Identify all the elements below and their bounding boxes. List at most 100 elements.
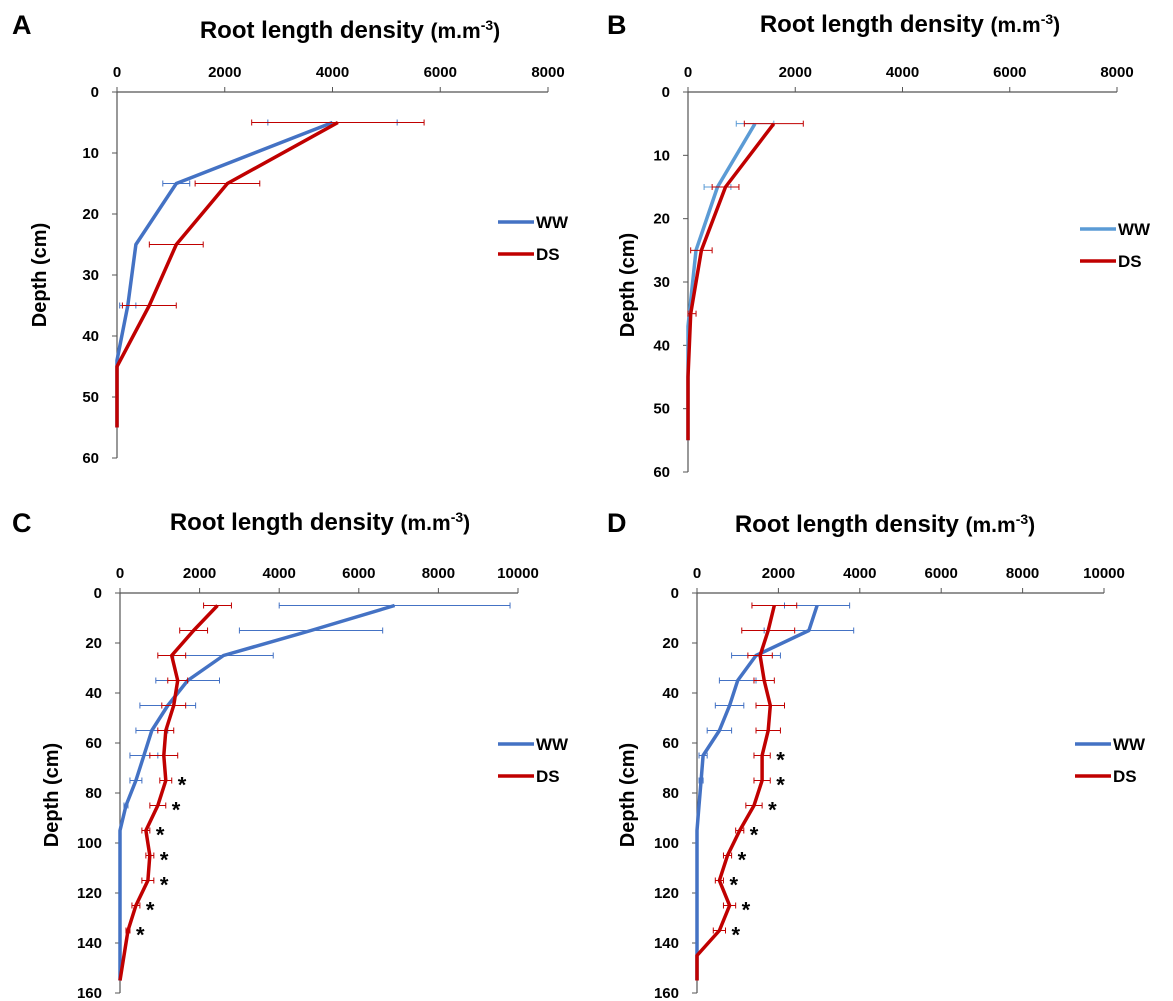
y-tick-label: 60: [662, 735, 679, 752]
series-line: [115, 120, 339, 428]
series-line: [118, 603, 396, 981]
y-tick-label: 80: [85, 785, 102, 802]
x-tick-label: 0: [113, 64, 121, 81]
panel-letter: D: [607, 508, 627, 538]
unit-close: ): [1028, 514, 1035, 537]
x-tick-label: 4000: [886, 64, 919, 81]
series-ds: [686, 120, 804, 441]
x-tick-label: 6000: [342, 565, 375, 582]
unit-close: ): [493, 20, 500, 43]
y-tick-label: 100: [654, 835, 679, 852]
legend: WW DS: [498, 213, 569, 264]
y-tick-label: 0: [671, 585, 679, 602]
significance-star: *: [776, 748, 785, 773]
y-tick-label: 100: [77, 835, 102, 852]
y-tick-label: 80: [662, 785, 679, 802]
series-line: [695, 605, 777, 981]
chart-title-unit: (m.m: [966, 514, 1016, 537]
unit-close: ): [1053, 14, 1060, 37]
chart-title: Root length density (m.m-3): [200, 17, 500, 44]
unit-superscript: -3: [451, 509, 464, 525]
chart-title: Root length density (m.m-3): [760, 11, 1060, 38]
y-tick-label: 30: [82, 267, 99, 284]
y-tick-label: 40: [82, 328, 99, 345]
y-tick-label: 60: [85, 735, 102, 752]
x-tick-label: 0: [116, 565, 124, 582]
series-line: [686, 122, 776, 441]
x-tick-label: 2000: [762, 565, 795, 582]
chart-panel-c: C Root length density (m.m-3)0 2000 4000 600…: [12, 508, 569, 1001]
unit-close: ): [463, 512, 470, 535]
y-tick-label: 20: [662, 635, 679, 652]
significance-star: *: [738, 848, 747, 873]
y-tick-label: 0: [91, 84, 99, 101]
x-tick-label: 4000: [843, 565, 876, 582]
y-tick-label: 50: [82, 389, 99, 406]
legend-label-ds: DS: [1113, 767, 1137, 786]
legend-label-ds: DS: [1118, 252, 1142, 271]
significance-star: *: [160, 848, 169, 873]
significance-star: *: [776, 773, 785, 798]
x-tick-label: 0: [693, 565, 701, 582]
chart-title-unit: (m.m: [431, 20, 481, 43]
y-tick-label: 160: [77, 985, 102, 1001]
x-tick-label: 2000: [208, 64, 241, 81]
series-line: [695, 604, 819, 981]
significance-star: *: [156, 823, 165, 848]
y-tick-label: 20: [82, 206, 99, 223]
significance-star: *: [136, 923, 145, 948]
x-tick-label: 2000: [183, 565, 216, 582]
y-axis-label: Depth (cm): [41, 743, 63, 847]
series-line: [118, 604, 219, 981]
y-tick-label: 120: [77, 885, 102, 902]
y-tick-label: 40: [653, 337, 670, 354]
significance-star: *: [160, 873, 169, 898]
x-tick-label: 8000: [1006, 565, 1039, 582]
x-tick-label: 6000: [925, 565, 958, 582]
y-tick-label: 20: [85, 635, 102, 652]
significance-star: *: [768, 798, 777, 823]
y-tick-label: 50: [653, 401, 670, 418]
y-axis-label: Depth (cm): [29, 223, 51, 327]
y-tick-label: 0: [94, 585, 102, 602]
series-ds: [118, 602, 232, 981]
x-tick-label: 4000: [263, 565, 296, 582]
y-tick-label: 40: [662, 685, 679, 702]
chart-panel-a: A Root length density (m.m-3)0 2000 4000 600…: [12, 10, 569, 467]
y-tick-label: 160: [654, 985, 679, 1001]
series-ds: [695, 602, 798, 981]
y-axis-label: Depth (cm): [617, 743, 639, 847]
x-tick-label: 10000: [1083, 565, 1125, 582]
y-tick-label: 0: [662, 84, 670, 101]
y-tick-label: 120: [654, 885, 679, 902]
y-tick-label: 30: [653, 274, 670, 291]
chart-panel-b: B Root length density (m.m-3)0 2000 4000 600…: [607, 10, 1151, 481]
x-tick-label: 10000: [497, 565, 539, 582]
x-tick-label: 6000: [424, 64, 457, 81]
chart-panel-d: D Root length density (m.m-3)0 2000 4000 600…: [607, 508, 1146, 1001]
significance-star: *: [178, 773, 187, 798]
x-tick-label: 6000: [993, 64, 1026, 81]
legend: WW DS: [498, 735, 569, 786]
significance-star: *: [729, 873, 738, 898]
chart-title: Root length density (m.m-3): [170, 509, 470, 536]
unit-superscript: -3: [1016, 511, 1029, 527]
legend-label-ww: WW: [1113, 735, 1146, 754]
unit-superscript: -3: [1041, 11, 1054, 27]
series-ww: [686, 120, 775, 441]
legend-label-ww: WW: [536, 735, 569, 754]
legend-label-ww: WW: [536, 213, 569, 232]
x-tick-label: 8000: [1100, 64, 1133, 81]
significance-star: *: [731, 923, 740, 948]
significance-star: *: [750, 823, 759, 848]
legend: WW DS: [1080, 220, 1151, 271]
y-tick-label: 60: [82, 450, 99, 467]
y-tick-label: 10: [82, 145, 99, 162]
legend: WW DS: [1075, 735, 1146, 786]
x-tick-label: 2000: [779, 64, 812, 81]
chart-title-unit: (m.m: [991, 14, 1041, 37]
y-tick-label: 40: [85, 685, 102, 702]
y-axis-label: Depth (cm): [617, 233, 639, 337]
y-tick-label: 140: [77, 935, 102, 952]
